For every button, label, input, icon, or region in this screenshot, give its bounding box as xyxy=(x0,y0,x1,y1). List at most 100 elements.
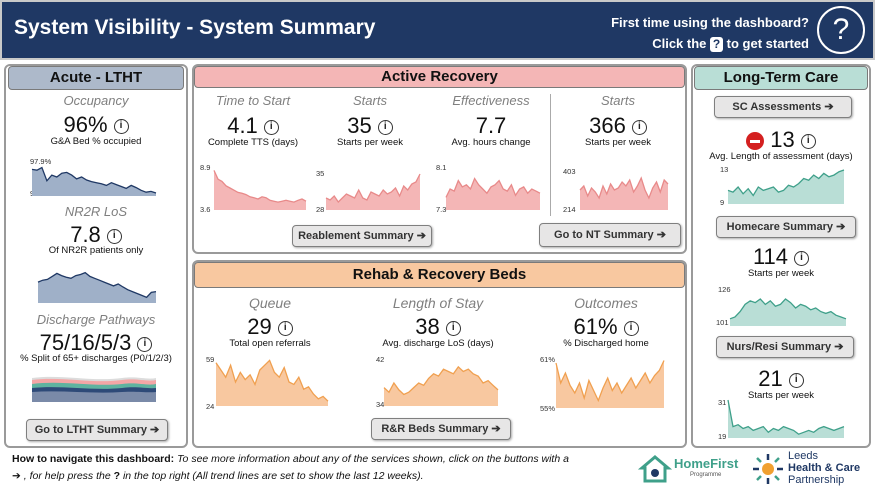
trend-area xyxy=(728,400,844,438)
help-button[interactable]: ? xyxy=(817,6,865,54)
homefirst-sub: Programme xyxy=(690,472,722,478)
trend-line xyxy=(37,271,157,299)
effectiveness-desc: Avg. hours change xyxy=(451,137,531,148)
first-time-help-text: First time using the dashboard? Click th… xyxy=(611,12,809,54)
partnership-text: Partnership xyxy=(788,474,845,486)
nurs-value: 21 xyxy=(758,366,783,391)
health-care-text: Health & Care xyxy=(788,462,861,474)
info-icon[interactable]: i xyxy=(277,320,293,336)
outcomes-ymax: 61% xyxy=(540,355,556,364)
trend-area xyxy=(728,170,844,204)
trend-line xyxy=(383,365,499,396)
page-title: System Visibility - System Summary xyxy=(14,16,376,39)
rehab-panel xyxy=(192,260,687,448)
trend-area xyxy=(384,366,498,406)
info-icon[interactable]: i xyxy=(106,228,122,244)
rehab-title: Rehab & Recovery Beds xyxy=(194,262,685,288)
info-icon[interactable]: i xyxy=(794,250,810,266)
effectiveness-ymax: 8.1 xyxy=(436,163,447,172)
homecare-ymax: 126 xyxy=(718,285,731,294)
discharge-desc: % Split of 65+ discharges (P0/1/2/3) xyxy=(20,353,172,364)
active-recovery-panel xyxy=(192,64,687,254)
divider xyxy=(550,94,551,216)
arrow-right-icon: ➔ xyxy=(836,221,846,233)
trend-line xyxy=(445,177,541,198)
info-icon[interactable]: i xyxy=(623,320,639,336)
sc-assessments-button[interactable]: SC Assessments ➔ xyxy=(714,96,852,118)
queue-label: Queue xyxy=(248,295,292,311)
homecare-desc: Starts per week xyxy=(748,268,814,279)
nurs-ymin: 19 xyxy=(718,432,727,441)
leeds-text: Leeds xyxy=(788,450,818,462)
go-to-nt-summary-button[interactable]: Go to NT Summary ➔ xyxy=(539,223,681,247)
info-icon[interactable]: i xyxy=(800,133,816,149)
homefirst-logo: HomeFirst Programme xyxy=(637,452,745,486)
info-icon[interactable]: i xyxy=(631,119,647,135)
queue-value: 29 xyxy=(247,314,272,339)
queue-ymin: 24 xyxy=(206,402,215,411)
nurs-resi-summary-button[interactable]: Nurs/Resi Summary ➔ xyxy=(716,336,854,358)
go-to-ltht-summary-button[interactable]: Go to LTHT Summary ➔ xyxy=(26,419,168,441)
sc-value: 13 xyxy=(770,127,795,152)
queue-trend-chart xyxy=(215,359,329,406)
info-icon[interactable]: i xyxy=(263,119,279,135)
nurs-button-label: Nurs/Resi Summary xyxy=(726,341,832,353)
trend-area xyxy=(326,174,420,210)
starts-ymin: 28 xyxy=(316,205,325,214)
tts-ymin: 3.6 xyxy=(200,205,211,214)
trend-area xyxy=(446,178,540,210)
discharge-label: Discharge Pathways xyxy=(36,312,156,327)
occupancy-desc: G&A Bed % occupied xyxy=(50,136,142,147)
nav-heading: How to navigate this dashboard: xyxy=(12,453,175,465)
los-label: Length of Stay xyxy=(392,295,484,311)
outcomes-ymin: 55% xyxy=(540,404,556,413)
first-time-line2b: to get started xyxy=(726,36,809,51)
nurs-desc: Starts per week xyxy=(748,390,814,401)
trend-line xyxy=(727,399,845,435)
long-term-care-title: Long-Term Care xyxy=(694,66,868,90)
info-icon[interactable]: i xyxy=(377,119,393,135)
starts-value: 35 xyxy=(347,113,372,138)
los-ymax: 42 xyxy=(376,355,385,364)
long-term-care-panel xyxy=(691,64,871,448)
info-icon[interactable]: i xyxy=(788,372,804,388)
reablement-summary-button[interactable]: Reablement Summary ➔ xyxy=(292,225,432,247)
outcomes-value: 61% xyxy=(573,314,618,339)
question-icon: ? xyxy=(113,470,121,482)
discharge-stacked-chart xyxy=(32,370,156,402)
outcomes-trend-chart xyxy=(555,360,665,408)
starts-trend-chart xyxy=(325,173,421,210)
discharge-band-base xyxy=(32,391,156,402)
nr2r-label: NR2R LoS xyxy=(64,204,128,219)
info-icon[interactable]: i xyxy=(113,118,129,134)
question-icon: ? xyxy=(710,37,724,52)
info-icon[interactable]: i xyxy=(445,320,461,336)
header-bar xyxy=(0,0,875,60)
nt-button-label: Go to NT Summary xyxy=(554,229,654,241)
time-to-start-desc: Complete TTS (days) xyxy=(207,137,299,148)
arrow-right-icon: ➔ xyxy=(656,229,666,241)
nt-starts-label: Starts xyxy=(601,93,635,108)
sc-button-label: SC Assessments xyxy=(732,101,822,113)
navigation-help-text: How to navigate this dashboard: To see m… xyxy=(12,451,632,485)
trend-area xyxy=(214,170,306,210)
homecare-summary-button[interactable]: Homecare Summary ➔ xyxy=(716,216,856,238)
rr-beds-summary-button[interactable]: R&R Beds Summary ➔ xyxy=(371,418,511,440)
arrow-right-icon: ➔ xyxy=(150,424,160,436)
discharge-value: 75/16/5/3 xyxy=(39,330,132,355)
trend-line xyxy=(31,166,157,194)
arrow-right-icon: ➔ xyxy=(824,101,834,113)
trend-line xyxy=(213,170,307,203)
nr2r-value: 7.8 xyxy=(70,222,101,247)
homecare-button-label: Homecare Summary xyxy=(726,221,834,233)
los-ymin: 34 xyxy=(376,400,385,409)
queue-desc: Total open referrals xyxy=(229,338,311,349)
info-icon[interactable]: i xyxy=(137,336,153,352)
acute-title: Acute - LTHT xyxy=(8,66,184,90)
sun-logo-icon xyxy=(753,454,783,484)
first-time-line1: First time using the dashboard? xyxy=(611,15,809,30)
active-recovery-title: Active Recovery xyxy=(194,66,685,88)
arrow-right-icon: ➔ xyxy=(834,341,844,353)
time-to-start-trend-chart xyxy=(213,170,307,210)
arrow-right-icon: ➔ xyxy=(491,423,501,435)
